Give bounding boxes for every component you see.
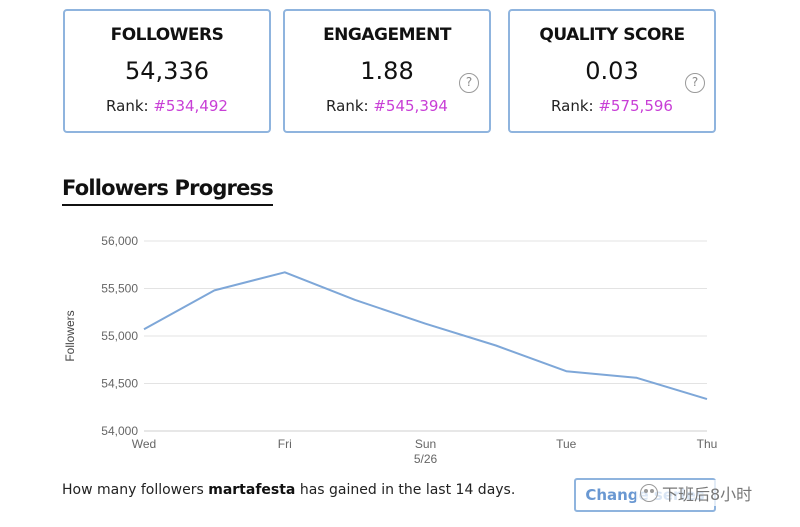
followers-card: FOLLOWERS 54,336 Rank: #534,492 <box>63 9 271 133</box>
x-tick-label: Fri <box>278 437 292 451</box>
quality-score-value: 0.03 <box>585 57 639 85</box>
quality-score-help-icon[interactable]: ? <box>685 73 705 93</box>
footer-description: How many followers martafesta has gained… <box>62 482 515 498</box>
x-tick-label: Thu <box>697 437 718 451</box>
footer-username: martafesta <box>208 482 296 498</box>
footer-suffix: has gained in the last 14 days. <box>295 482 516 498</box>
engagement-value: 1.88 <box>360 57 414 85</box>
engagement-help-icon[interactable]: ? <box>459 73 479 93</box>
rank-label: Rank: <box>326 97 369 115</box>
y-tick-label: 55,000 <box>101 329 138 343</box>
section-title: Followers Progress <box>62 176 274 206</box>
followers-title: FOLLOWERS <box>110 25 224 45</box>
watermark-text: 下班后8小时 <box>662 485 753 504</box>
x-tick-label: Wed <box>132 437 156 451</box>
x-tick-label: Tue <box>556 437 577 451</box>
followers-rank: Rank: #534,492 <box>65 97 269 115</box>
y-axis-label: Followers <box>63 310 77 361</box>
followers-rank-value: #534,492 <box>153 97 228 115</box>
engagement-rank: Rank: #545,394 <box>285 97 489 115</box>
x-tick-label: Sun <box>415 437 436 451</box>
engagement-rank-value: #545,394 <box>373 97 448 115</box>
followers-value: 54,336 <box>125 57 209 85</box>
x-tick-sublabel: 5/26 <box>414 452 438 466</box>
engagement-card: ENGAGEMENT 1.88 Rank: #545,394 ? <box>283 9 491 133</box>
followers-chart: 56,000 55,500 55,000 54,500 54,000 Followers W… <box>63 234 718 466</box>
quality-score-rank: Rank: #575,596 <box>510 97 714 115</box>
wechat-icon <box>640 484 658 502</box>
engagement-title: ENGAGEMENT <box>323 25 451 45</box>
y-tick-label: 55,500 <box>101 282 138 296</box>
rank-label: Rank: <box>106 97 149 115</box>
watermark: 下班后8小时 <box>636 480 757 506</box>
y-tick-label: 54,500 <box>101 377 138 391</box>
y-tick-label: 54,000 <box>101 424 138 438</box>
rank-label: Rank: <box>551 97 594 115</box>
footer-prefix: How many followers <box>62 482 209 498</box>
y-tick-label: 56,000 <box>101 234 138 248</box>
quality-score-card: QUALITY SCORE 0.03 Rank: #575,596 ? <box>508 9 716 133</box>
quality-score-rank-value: #575,596 <box>598 97 673 115</box>
series-line <box>143 271 708 401</box>
quality-score-title: QUALITY SCORE <box>539 25 685 45</box>
